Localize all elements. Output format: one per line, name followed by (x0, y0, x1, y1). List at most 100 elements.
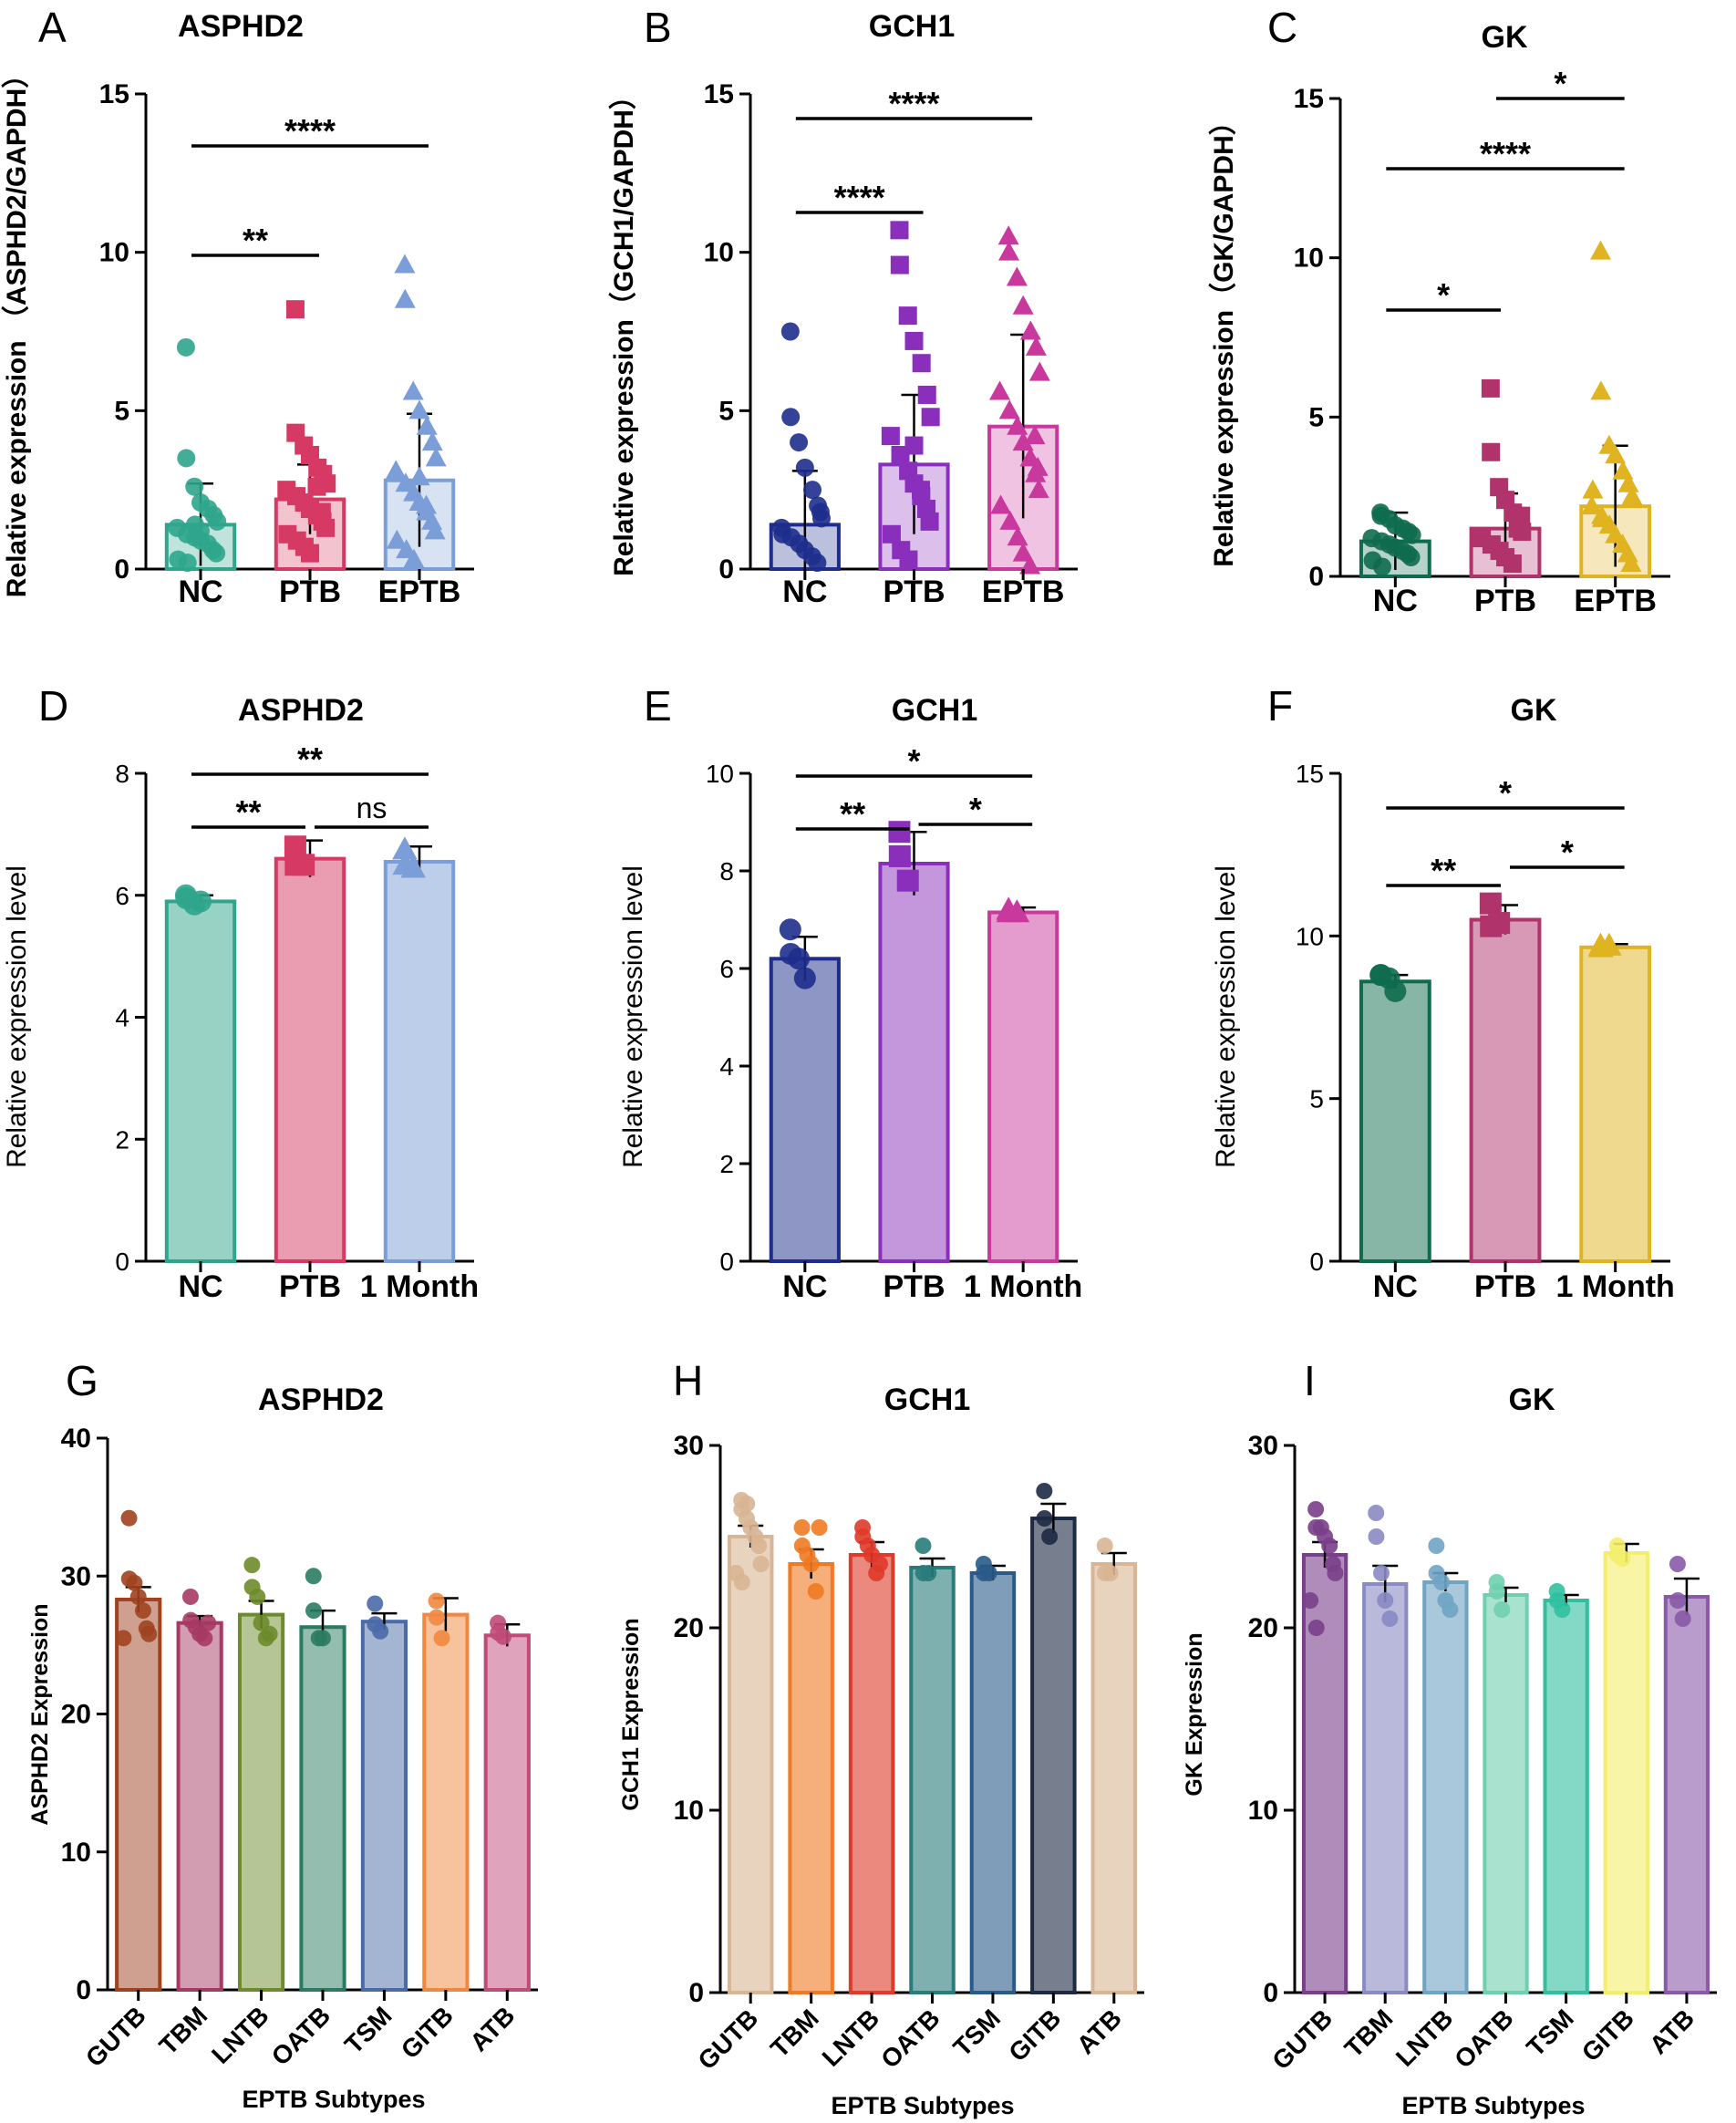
y-tick-label: 5 (114, 396, 129, 426)
x-tick-label: PTB (279, 575, 341, 609)
panel-e: E GCH1 0 2 4 6 8 10 Relative expression level NC P… (618, 682, 1082, 1304)
data-point (1402, 525, 1421, 544)
x-tick-label: 1 Month (360, 1269, 479, 1304)
data-point (1036, 1510, 1053, 1527)
y-tick-label: 10 (704, 238, 734, 268)
data-point (416, 415, 438, 435)
data-point (1428, 1538, 1445, 1554)
bar-tsm (969, 1571, 1017, 1994)
data-point (190, 890, 212, 913)
data-point (1368, 1528, 1385, 1545)
y-tick-label: 15 (1294, 84, 1324, 114)
panel-letter: G (66, 1357, 98, 1404)
data-point (1307, 1620, 1325, 1636)
y-tick-label: 5 (1308, 402, 1324, 432)
data-point (1007, 415, 1028, 435)
y-tick-label: 0 (115, 1248, 129, 1276)
data-point (243, 1557, 261, 1574)
data-point (1096, 1538, 1113, 1554)
x-tick-label: GUTB (1266, 2004, 1338, 2075)
data-point (904, 331, 924, 350)
significance-label: ** (297, 740, 323, 778)
y-axis-label: Relative expression（GCH1/GAPDH） (608, 82, 639, 576)
chart-title: ASPHD2 (178, 9, 304, 44)
chart-title: GCH1 (869, 9, 955, 44)
x-tick-label: PTB (884, 575, 946, 609)
chart-title: GCH1 (892, 693, 977, 728)
x-tick-label: 1 Month (964, 1269, 1082, 1304)
panel-letter: E (644, 682, 672, 730)
data-point (1372, 1565, 1390, 1581)
data-point (367, 1595, 384, 1612)
x-axis-title: EPTB Subtypes (1401, 2092, 1585, 2119)
y-tick-label: 0 (1309, 1248, 1324, 1276)
panel-letter: A (38, 4, 67, 51)
significance-label: * (1499, 774, 1512, 812)
data-point (1006, 266, 1028, 286)
data-point (1482, 442, 1501, 461)
y-tick-label: 0 (688, 1978, 704, 2008)
significance-label: ns (356, 792, 388, 824)
data-point (999, 510, 1021, 530)
y-tick-label: 40 (61, 1424, 91, 1454)
y-tick-label: 6 (115, 882, 129, 910)
y-tick-label: 0 (1263, 1978, 1278, 2008)
data-point (392, 836, 418, 860)
bar-1-month (383, 859, 456, 1263)
x-tick-label: OATB (875, 2004, 946, 2074)
x-tick-label: PTB (279, 1269, 341, 1304)
data-point (780, 322, 800, 341)
data-point (739, 1496, 756, 1512)
data-point (890, 255, 909, 274)
bar-gitb (422, 1612, 470, 1992)
bar-oatb (1483, 1593, 1529, 1994)
x-tick-label: NC (1373, 584, 1418, 618)
significance-label: ** (235, 793, 261, 831)
data-point (301, 544, 319, 563)
x-tick-label: OATB (1449, 2004, 1519, 2074)
y-tick-label: 10 (706, 760, 734, 788)
data-point (425, 447, 447, 467)
y-tick-label: 2 (719, 1150, 734, 1178)
data-point (888, 844, 911, 867)
data-point (1372, 557, 1391, 576)
data-point (888, 821, 911, 844)
y-tick-label: 15 (704, 79, 734, 109)
x-tick-label: ATB (464, 2001, 520, 2056)
bar-1-month (1579, 945, 1652, 1263)
data-point (1605, 444, 1627, 464)
data-point (1007, 526, 1028, 546)
data-point (773, 524, 792, 544)
x-tick-label: TBM (154, 2001, 213, 2060)
data-point (428, 1609, 445, 1626)
y-tick-label: 30 (674, 1431, 704, 1461)
panel-i: I GK 0 10 20 30 GK Expression EPTB Subtypes GUTB… (1182, 1357, 1717, 2119)
y-tick-label: 20 (674, 1613, 704, 1643)
y-tick-label: 6 (719, 955, 734, 983)
data-point (207, 544, 226, 563)
y-tick-label: 10 (99, 238, 129, 268)
significance-label: * (907, 742, 920, 780)
data-point (790, 433, 809, 452)
data-point (811, 502, 830, 522)
x-tick-label: TSM (947, 2004, 1006, 2062)
data-point (802, 1556, 820, 1572)
data-point (1590, 240, 1612, 260)
significance-label: **** (888, 85, 939, 122)
data-point (1327, 1565, 1344, 1581)
x-tick-label: NC (782, 1269, 827, 1304)
significance-label: * (1561, 834, 1574, 871)
significance-label: * (1437, 276, 1450, 314)
data-point (920, 512, 939, 531)
data-point (126, 1574, 143, 1591)
y-axis-label: Relative expression（GK/GAPDH） (1208, 108, 1239, 566)
data-point (178, 554, 197, 573)
x-tick-label: TBM (765, 2004, 824, 2063)
bar-gitb (1603, 1551, 1649, 1994)
data-point (1512, 506, 1531, 525)
panel-letter: F (1267, 682, 1293, 730)
significance-label: ** (243, 222, 268, 259)
data-point (912, 354, 931, 373)
data-point (177, 449, 196, 468)
data-point (372, 1622, 389, 1640)
